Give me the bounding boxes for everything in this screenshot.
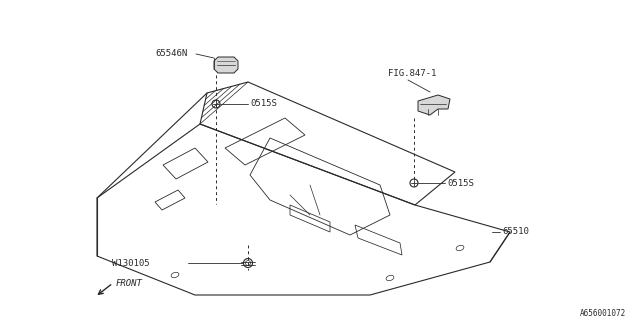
- Text: A656001072: A656001072: [580, 309, 627, 318]
- Text: W130105: W130105: [112, 259, 150, 268]
- Text: FIG.847-1: FIG.847-1: [388, 68, 436, 77]
- Polygon shape: [418, 95, 450, 115]
- Text: 65546N: 65546N: [155, 50, 188, 59]
- Text: 0515S: 0515S: [447, 179, 474, 188]
- Polygon shape: [214, 57, 238, 73]
- Text: 65510: 65510: [502, 228, 529, 236]
- Text: FRONT: FRONT: [116, 278, 143, 287]
- Text: 0515S: 0515S: [250, 100, 277, 108]
